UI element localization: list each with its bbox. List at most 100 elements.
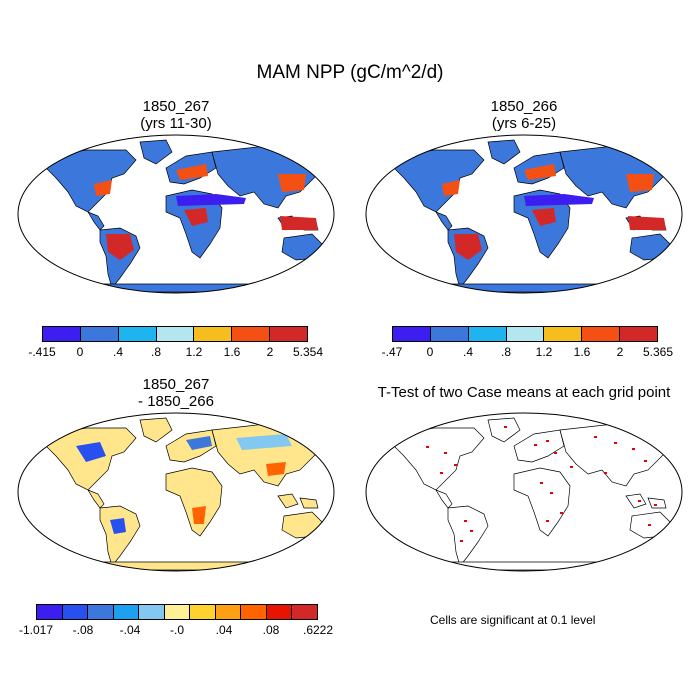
significant-cell [648, 524, 651, 526]
colorbar-swatch [430, 327, 469, 341]
panel-4-title: T-Test of two Case means at each grid po… [354, 384, 694, 401]
panel-2-title-line1: 1850_266 [490, 98, 558, 115]
significant-cells [426, 426, 657, 542]
significant-cell [454, 464, 457, 466]
significance-note: Cells are significant at 0.1 level [430, 613, 596, 627]
land-mass [383, 139, 677, 293]
low-npp-deserts [176, 194, 246, 206]
colorbar-tick-label: -.04 [119, 623, 141, 637]
map-panel-1 [17, 134, 335, 294]
diff-lightblue-asia [236, 434, 292, 450]
colorbar-swatch [506, 327, 545, 341]
colorbar-tick-label: -.415 [28, 345, 56, 359]
significant-cell [638, 500, 641, 502]
colorbar-swatch [156, 327, 195, 341]
significant-cell [464, 520, 467, 522]
colorbar-tick-label: 1.2 [535, 345, 553, 359]
colorbar-panel-1 [42, 326, 308, 342]
colorbar-tick-label: -1.017 [18, 623, 54, 637]
significant-cell [554, 452, 557, 454]
panel-2-title-line2: (yrs 6-25) [491, 115, 557, 132]
mid-npp-east-us [94, 180, 112, 196]
panel-3-title-line1: 1850_267 [142, 376, 210, 393]
significant-cell [614, 442, 617, 444]
colorbar-swatch [80, 327, 119, 341]
colorbar-tick-label: 1.2 [185, 345, 203, 359]
colorbar-tick-label: 2 [616, 345, 624, 359]
diff-negative-sa [110, 518, 126, 534]
mid-npp-east-asia [278, 174, 306, 192]
colorbar-tick-label: .04 [215, 623, 233, 637]
diff-positive-africa [192, 506, 206, 524]
panel-4-title-line1: T-Test of two Case means at each grid po… [377, 384, 671, 401]
colorbar-swatch [88, 605, 114, 619]
significant-cell [546, 520, 549, 522]
significant-cell [534, 444, 537, 446]
colorbar-tick-label: 5.365 [642, 345, 674, 359]
significant-cell [550, 492, 553, 494]
panel-2-title: 1850_266 (yrs 6-25) [414, 98, 634, 132]
colorbar-swatch [241, 605, 267, 619]
colorbar-tick-label: .4 [112, 345, 124, 359]
colorbar-swatch [215, 605, 242, 619]
significant-cell [546, 440, 549, 442]
significant-cell [470, 530, 473, 532]
high-npp-amazon [454, 234, 482, 260]
colorbar-tick-label: 0 [426, 345, 434, 359]
colorbar-swatch [232, 327, 271, 341]
colorbar-swatch [194, 327, 233, 341]
high-npp-seasia [280, 216, 318, 230]
colorbar-panel-3-ticks: -1.017 -.08 -.04 -.0 .04 .08 .6222 [19, 623, 333, 639]
diff-negative-us [76, 442, 106, 462]
colorbar-swatch [164, 605, 191, 619]
significant-cell [654, 504, 657, 506]
colorbar-panel-2-ticks: -.47 0 .4 .8 1.2 1.6 2 5.365 [382, 345, 673, 361]
globe-outline [17, 134, 335, 294]
colorbar-tick-label: .6222 [302, 623, 334, 637]
panel-3-title-line2: - 1850_266 [138, 393, 214, 410]
colorbar-swatch [270, 327, 308, 341]
significant-cell [632, 448, 635, 450]
land-mass [35, 139, 329, 293]
panel-3-title: 1850_267 - 1850_266 [66, 376, 286, 410]
colorbar-swatch [582, 327, 621, 341]
colorbar-tick-label: 1.6 [573, 345, 591, 359]
panel-1-title: 1850_267 (yrs 11-30) [66, 98, 286, 132]
high-npp-amazon [106, 234, 134, 260]
high-npp-seasia [628, 216, 666, 230]
significant-cell [560, 512, 563, 514]
colorbar-swatch [113, 605, 140, 619]
panel-1-title-line2: (yrs 11-30) [140, 115, 212, 132]
significant-cell [426, 446, 429, 448]
mid-npp-east-us [442, 180, 460, 196]
diff-negative-europe [186, 436, 212, 450]
colorbar-swatch [62, 605, 89, 619]
significant-cell [444, 452, 447, 454]
colorbar-swatch [139, 605, 165, 619]
map-panel-4 [365, 412, 683, 572]
diff-positive-asia [266, 462, 286, 476]
colorbar-swatch [620, 327, 658, 341]
panel-1-title-line1: 1850_267 [142, 98, 210, 115]
figure-title: MAM NPP (gC/m^2/d) [256, 62, 444, 83]
colorbar-swatch [190, 605, 216, 619]
colorbar-swatch [468, 327, 507, 341]
significant-cell [604, 472, 607, 474]
colorbar-swatch [43, 327, 81, 341]
map-panel-2 [365, 134, 683, 294]
colorbar-panel-1-ticks: -.415 0 .4 .8 1.2 1.6 2 5.354 [28, 345, 323, 361]
colorbar-tick-label: .4 [462, 345, 474, 359]
mid-npp-east-asia [626, 174, 654, 192]
significant-cell [504, 426, 507, 428]
significant-cell [594, 436, 597, 438]
high-npp-congo [532, 208, 556, 226]
colorbar-tick-label: -.47 [381, 345, 403, 359]
colorbar-tick-label: 5.354 [292, 345, 324, 359]
colorbar-tick-label: 1.6 [223, 345, 241, 359]
colorbar-panel-2 [392, 326, 658, 342]
significant-cell [460, 540, 463, 542]
colorbar-swatch [37, 605, 63, 619]
colorbar-tick-label: 0 [76, 345, 84, 359]
colorbar-swatch [292, 605, 318, 619]
colorbar-tick-label: 2 [266, 345, 274, 359]
